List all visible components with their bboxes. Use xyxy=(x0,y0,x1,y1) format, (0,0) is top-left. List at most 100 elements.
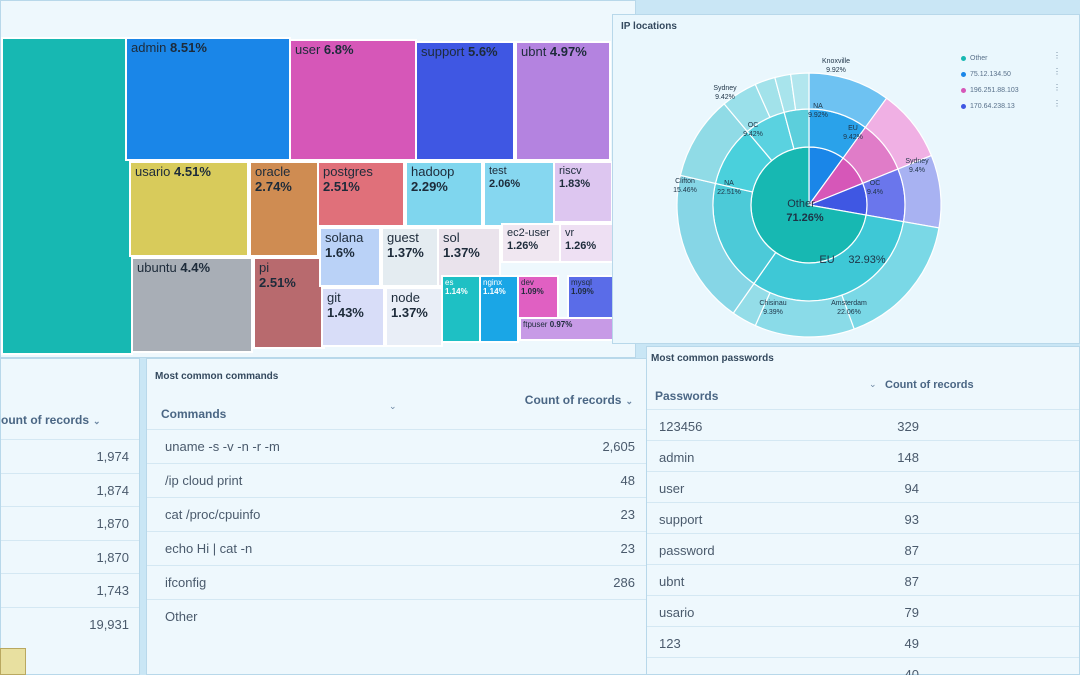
treemap-cell[interactable]: ubnt 4.97% xyxy=(515,41,611,161)
table-cell-value: 286 xyxy=(613,575,635,590)
table-cell-key: password xyxy=(659,543,715,558)
treemap-cell-value: 2.06% xyxy=(489,177,521,190)
table-row[interactable]: 123 49 xyxy=(647,626,1079,657)
treemap-cell-label: oracle xyxy=(255,164,291,179)
treemap-cell[interactable]: guest 1.37% xyxy=(381,227,439,287)
table-row[interactable]: 40 xyxy=(647,657,1079,675)
table-cell-value: 79 xyxy=(904,605,919,620)
table-cell-value: 87 xyxy=(904,574,919,589)
panel-title: IP locations xyxy=(621,21,677,32)
treemap-cell[interactable]: ubuntu 4.4% xyxy=(131,257,253,353)
sunburst-label: OC xyxy=(748,122,759,129)
legend-item[interactable]: Other xyxy=(961,55,988,62)
more-options-icon[interactable]: ⋮ xyxy=(1053,67,1061,76)
treemap-cell[interactable]: user 6.8% xyxy=(289,39,417,161)
table-cell-value: 1,870 xyxy=(96,549,129,565)
header-label: Passwords xyxy=(655,389,719,403)
chevron-down-icon[interactable]: ⌄ xyxy=(389,401,397,411)
sunburst-label: 9.42% xyxy=(715,94,735,101)
table-cell-key: ifconfig xyxy=(165,575,207,590)
more-options-icon[interactable]: ⋮ xyxy=(1053,51,1061,60)
sunburst-label: Sydney xyxy=(905,158,929,165)
table-row[interactable]: 1,870 xyxy=(1,506,139,540)
treemap-cell[interactable]: usario 4.51% xyxy=(129,161,249,257)
legend-swatch xyxy=(961,72,966,77)
chevron-down-icon: ⌄ xyxy=(93,416,101,426)
treemap-cell[interactable]: admin 8.51% xyxy=(125,37,291,161)
count-of-records-header[interactable]: Count of records xyxy=(885,379,974,391)
legend-label: 75.12.134.50 xyxy=(970,71,1011,78)
treemap-cell[interactable]: dev 1.09% xyxy=(517,275,559,319)
treemap-cell-value: 0.97% xyxy=(549,320,573,329)
treemap-cell[interactable]: solana 1.6% xyxy=(319,227,381,287)
legend-item[interactable]: 75.12.134.50 xyxy=(961,71,1011,78)
more-options-icon[interactable]: ⋮ xyxy=(1053,99,1061,108)
treemap-cell-value: 1.37% xyxy=(443,244,480,260)
header-label: Count of records xyxy=(885,379,974,391)
treemap-cell[interactable]: node 1.37% xyxy=(385,287,443,347)
count-of-records-header[interactable]: ount of records ⌄ xyxy=(1,413,101,427)
treemap-cell-value: 1.14% xyxy=(483,287,506,297)
treemap-cell[interactable]: pi 2.51% xyxy=(253,257,325,349)
treemap-cell-value: 8.51% xyxy=(170,40,207,55)
table-row[interactable]: 123456 329 xyxy=(647,409,1079,440)
table-cell-key: user xyxy=(659,481,685,496)
sunburst-label: Chisinau xyxy=(759,300,786,307)
passwords-table-panel: Most common passwords Passwords ⌄ Count … xyxy=(646,346,1080,675)
count-of-records-header[interactable]: Count of records ⌄ xyxy=(525,393,633,407)
table-row[interactable]: user 94 xyxy=(647,471,1079,502)
table-row[interactable]: 19,931 xyxy=(1,606,139,641)
treemap-cell[interactable]: test 2.06% xyxy=(483,161,555,227)
table-cell-value: 23 xyxy=(620,507,635,522)
treemap-cell[interactable]: riscv 1.83% xyxy=(553,161,613,223)
table-row[interactable]: password 87 xyxy=(647,533,1079,564)
treemap-cell[interactable] xyxy=(1,37,133,355)
treemap-cell-label: ec2-user xyxy=(507,227,550,239)
more-options-icon[interactable]: ⋮ xyxy=(1053,83,1061,92)
commands-column-header[interactable]: Commands xyxy=(161,407,226,421)
table-row[interactable]: 1,743 xyxy=(1,573,139,607)
chevron-down-icon[interactable]: ⌄ xyxy=(869,379,877,389)
table-row[interactable]: 1,874 xyxy=(1,472,139,507)
treemap-cell-label: mysql xyxy=(571,278,592,287)
left-table-panel: ount of records ⌄ 1,974 1,874 1,870 1,870 1,7… xyxy=(0,358,140,675)
treemap-cell-label: guest xyxy=(387,230,419,245)
treemap-cell[interactable]: ec2-user 1.26% xyxy=(501,223,561,263)
legend-item[interactable]: 196.251.88.103 xyxy=(961,87,1019,94)
treemap-cell[interactable]: nginx 1.14% xyxy=(479,275,519,343)
passwords-column-header[interactable]: Passwords xyxy=(655,389,718,403)
ip-locations-panel: IP locations Other 71.26% Knoxville 9.92% Sy… xyxy=(612,14,1080,344)
table-row[interactable]: echo Hi | cat -n 23 xyxy=(147,531,647,565)
sunburst-label: 22.51% xyxy=(717,189,741,196)
table-row[interactable]: admin 148 xyxy=(647,440,1079,471)
table-cell-key: uname -s -v -n -r -m xyxy=(165,439,280,454)
treemap-cell[interactable]: support 5.6% xyxy=(415,41,515,161)
table-row[interactable]: 1,870 xyxy=(1,539,139,574)
treemap-panel: admin 8.51% user 6.8% support 5.6% ubnt 4.9… xyxy=(0,0,636,358)
treemap-cell-value: 4.51% xyxy=(174,164,211,179)
table-row[interactable]: 1,974 xyxy=(1,439,139,473)
commands-table-panel: Most common commands Commands ⌄ Count of… xyxy=(146,358,648,675)
table-cell-value: 23 xyxy=(620,541,635,556)
treemap-cell[interactable]: git 1.43% xyxy=(321,287,385,347)
legend-item[interactable]: 170.64.238.13 xyxy=(961,103,1015,110)
table-row[interactable]: /ip cloud print 48 xyxy=(147,463,647,497)
table-row[interactable]: uname -s -v -n -r -m 2,605 xyxy=(147,429,647,463)
table-row[interactable]: ifconfig 286 xyxy=(147,565,647,599)
table-row[interactable]: cat /proc/cpuinfo 23 xyxy=(147,497,647,531)
sunburst-slice[interactable] xyxy=(789,72,810,111)
treemap-cell[interactable]: postgres 2.51% xyxy=(317,161,405,227)
table-row[interactable]: Other xyxy=(147,599,647,633)
treemap-cell[interactable]: vr 1.26% xyxy=(559,223,619,263)
table-row[interactable]: ubnt 87 xyxy=(647,564,1079,595)
treemap-cell[interactable]: oracle 2.74% xyxy=(249,161,319,257)
treemap-cell[interactable]: es 1.14% xyxy=(441,275,481,343)
treemap-cell[interactable]: ftpuser 0.97% xyxy=(519,317,623,341)
table-cell-key: 123456 xyxy=(659,419,703,434)
treemap-cell-label: node xyxy=(391,290,420,305)
avatar[interactable] xyxy=(0,648,26,675)
table-row[interactable]: usario 79 xyxy=(647,595,1079,626)
treemap-cell-label: es xyxy=(445,278,454,287)
table-row[interactable]: support 93 xyxy=(647,502,1079,533)
treemap-cell[interactable]: hadoop 2.29% xyxy=(405,161,483,227)
